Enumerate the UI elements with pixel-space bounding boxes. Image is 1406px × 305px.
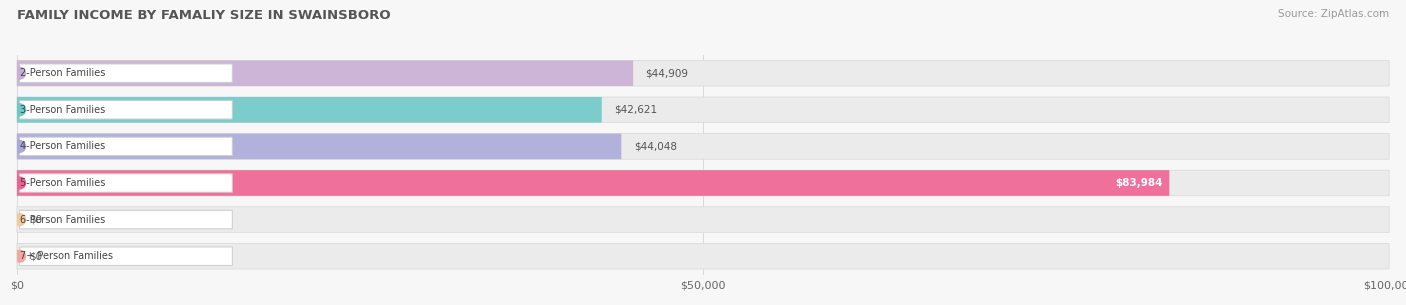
Text: $83,984: $83,984 <box>1115 178 1163 188</box>
Text: $44,048: $44,048 <box>634 142 676 151</box>
Text: 5-Person Families: 5-Person Families <box>20 178 105 188</box>
Text: 4-Person Families: 4-Person Families <box>20 142 105 151</box>
FancyBboxPatch shape <box>17 60 633 86</box>
FancyBboxPatch shape <box>20 137 232 156</box>
Ellipse shape <box>14 214 25 225</box>
FancyBboxPatch shape <box>17 97 602 123</box>
FancyBboxPatch shape <box>17 134 621 159</box>
Text: $42,621: $42,621 <box>614 105 657 115</box>
FancyBboxPatch shape <box>17 243 1389 269</box>
FancyBboxPatch shape <box>17 170 1389 196</box>
Ellipse shape <box>14 104 25 116</box>
FancyBboxPatch shape <box>17 170 1170 196</box>
FancyBboxPatch shape <box>17 134 1389 159</box>
Text: 2-Person Families: 2-Person Families <box>20 68 105 78</box>
FancyBboxPatch shape <box>17 207 1389 232</box>
FancyBboxPatch shape <box>20 247 232 265</box>
Text: FAMILY INCOME BY FAMALIY SIZE IN SWAINSBORO: FAMILY INCOME BY FAMALIY SIZE IN SWAINSB… <box>17 9 391 22</box>
FancyBboxPatch shape <box>17 97 1389 123</box>
Text: $44,909: $44,909 <box>645 68 689 78</box>
FancyBboxPatch shape <box>20 174 232 192</box>
Ellipse shape <box>14 250 25 262</box>
Text: $0: $0 <box>30 251 42 261</box>
Text: Source: ZipAtlas.com: Source: ZipAtlas.com <box>1278 9 1389 19</box>
FancyBboxPatch shape <box>20 64 232 82</box>
FancyBboxPatch shape <box>17 60 1389 86</box>
Ellipse shape <box>14 177 25 189</box>
Ellipse shape <box>14 67 25 79</box>
Text: 6-Person Families: 6-Person Families <box>20 215 105 224</box>
Ellipse shape <box>14 141 25 152</box>
Text: $0: $0 <box>30 215 42 224</box>
FancyBboxPatch shape <box>20 210 232 229</box>
FancyBboxPatch shape <box>20 101 232 119</box>
Text: 7+ Person Families: 7+ Person Families <box>20 251 112 261</box>
Text: 3-Person Families: 3-Person Families <box>20 105 105 115</box>
